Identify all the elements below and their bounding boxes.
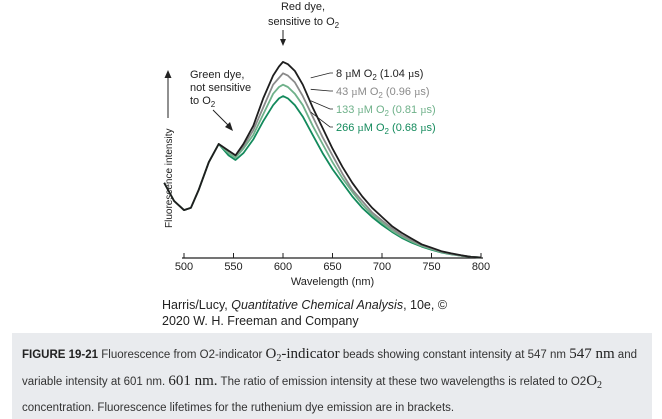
caption-math-1-sub: 2	[276, 353, 282, 364]
legend-entry-part: s)	[420, 86, 429, 98]
legend-entry-part: M O	[352, 68, 373, 80]
caption-text-3: and variable intensity at 601 nm.	[22, 349, 637, 388]
legend-entry: 8 µM O2 (1.04 µs)	[336, 68, 423, 82]
x-axis-label: Wavelength (nm)	[291, 276, 374, 288]
legend-entry-part: 43	[336, 86, 351, 98]
legend-entry-part: 2	[385, 127, 390, 136]
legend-entry-part: µ	[345, 68, 351, 80]
legend-entry-part: µ	[357, 122, 363, 134]
legend-entry-part: s)	[414, 68, 423, 80]
legend-entry-part: 266	[336, 122, 357, 134]
legend-entry-part: µ	[414, 86, 420, 98]
annotation-green-dye-1: Green dye,	[190, 69, 244, 81]
legend-entry-part: M O	[364, 122, 385, 134]
series-layer	[163, 61, 482, 259]
legend-entry-part: µ	[420, 104, 426, 116]
caption-math-1-o: O	[265, 346, 277, 362]
x-tick-label: 750	[422, 261, 440, 273]
caption-math-2: 547 nm	[569, 346, 615, 362]
caption-text-2: beads showing constant intensity at 547 …	[339, 349, 570, 361]
x-ticks: 500 550 600 650 700 750 800 Wavelength (nm)	[175, 253, 490, 288]
legend-leader-line	[310, 111, 333, 128]
series-line	[163, 61, 482, 259]
y-axis-arrowhead	[164, 70, 172, 78]
annotation-red-dye-2: sensitive to O2	[268, 16, 340, 30]
fluorescence-chart: Fluorescence intensity 500 550 600 650 700 75…	[163, 1, 490, 288]
credit-prefix: Harris/Lucy,	[162, 298, 232, 312]
red-dye-arrowhead	[280, 39, 286, 46]
x-tick-label: 550	[224, 261, 242, 273]
caption-text-1: Fluorescence from O2-indicator	[98, 349, 266, 361]
x-tick-label: 650	[323, 261, 341, 273]
x-tick-label: 700	[373, 261, 391, 273]
legend-entry-part: M O	[358, 86, 379, 98]
figure-credit: Harris/Lucy, Quantitative Chemical Analy…	[162, 297, 542, 329]
credit-book-title: Quantitative Chemical Analysis	[231, 298, 404, 312]
legend-leader-line	[310, 88, 333, 92]
credit-suffix: , 10e, ©	[403, 298, 448, 312]
chart-axes: Fluorescence intensity	[164, 70, 483, 259]
annotation-green-dye-2: not sensitive	[190, 82, 251, 94]
y-axis-label: Fluorescence intensity	[164, 129, 175, 229]
legend-entry-part: s)	[427, 104, 436, 116]
legend-entry-part: 2	[385, 109, 390, 118]
caption-text-5: concentration. Fluorescence lifetimes fo…	[22, 402, 455, 414]
legend-entry-part: 8	[336, 68, 345, 80]
legend-entry-part: 2	[378, 91, 383, 100]
green-dye-arrow-shaft	[212, 109, 231, 128]
legend-entry: 43 µM O2 (0.96 µs)	[336, 86, 430, 100]
caption-math-1: O2-indicator	[265, 346, 340, 364]
credit-line-2: 2020 W. H. Freeman and Company	[162, 314, 359, 328]
x-tick-label: 500	[175, 261, 193, 273]
caption-math-3: 601 nm.	[168, 373, 218, 389]
legend-entry-part: µ	[351, 86, 357, 98]
legend-leader-line	[310, 72, 333, 79]
caption-text-4: The ratio of emission intensity at these…	[217, 376, 587, 388]
green-dye-arrowhead	[225, 122, 233, 131]
legend-entry-part: M O	[364, 104, 385, 116]
x-tick-label: 600	[274, 261, 292, 273]
legend-entry-part: (0.81	[389, 104, 420, 116]
legend-entry-part: (1.04	[377, 68, 408, 80]
annotation-red-dye-2-sub: 2	[335, 21, 340, 30]
legend-entry-part: (0.68	[389, 122, 420, 134]
caption-math-1-rest: -indicator	[281, 346, 340, 362]
legend-entry: 133 µM O2 (0.81 µs)	[336, 104, 436, 118]
credit-line-1: Harris/Lucy, Quantitative Chemical Analy…	[162, 297, 542, 313]
legend-entry-part: 133	[336, 104, 357, 116]
legend-entry-part: µ	[420, 122, 426, 134]
annotation-green-dye-3: to O2	[190, 95, 216, 109]
annotation-red-dye-1: Red dye,	[281, 1, 325, 13]
caption-label: FIGURE 19-21	[22, 349, 99, 361]
legend-entry-part: µ	[357, 104, 363, 116]
legend-entry: 266 µM O2 (0.68 µs)	[336, 122, 436, 136]
figure-caption: FIGURE 19-21 Fluorescence from O2-indica…	[12, 333, 652, 419]
annotation-green-dye-3-sub: 2	[211, 100, 216, 109]
legend-leader-line	[310, 100, 333, 110]
annotations: Red dye, sensitive to O2 Green dye,not sen…	[190, 1, 340, 131]
caption-math-4-sub: 2	[597, 380, 603, 391]
x-tick-label: 800	[472, 261, 490, 273]
legend-entry-part: s)	[427, 122, 436, 134]
caption-math-4-o: O	[586, 373, 598, 389]
legend-entry-part: µ	[408, 68, 414, 80]
legend: 8 µM O2 (1.04 µs)43 µM O2 (0.96 µs)133 µ…	[310, 68, 436, 136]
legend-entry-part: 2	[372, 73, 377, 82]
caption-math-4: O2	[586, 373, 603, 391]
legend-entry-part: (0.96	[383, 86, 414, 98]
series-line	[163, 95, 482, 259]
